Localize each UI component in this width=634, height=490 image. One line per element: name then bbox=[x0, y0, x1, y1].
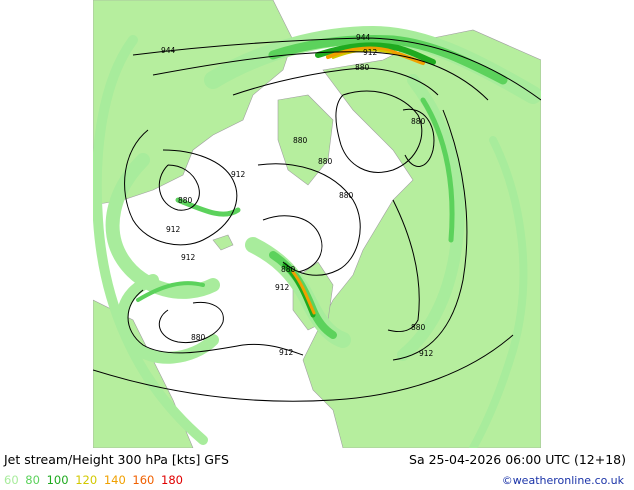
credit-link[interactable]: ©weatheronline.co.uk bbox=[501, 474, 624, 487]
contour-944 bbox=[132, 37, 541, 101]
jet-left-80 bbox=[175, 197, 241, 217]
contour-label: 912 bbox=[275, 283, 290, 292]
legend-item: 160 bbox=[132, 473, 155, 487]
jet-center-120 bbox=[291, 270, 316, 315]
legend-item: 80 bbox=[25, 473, 40, 487]
height-contours bbox=[93, 37, 541, 402]
legend-item: 180 bbox=[161, 473, 183, 487]
land-iceland bbox=[212, 234, 234, 251]
contour-912-right bbox=[392, 109, 468, 361]
contour-label: 944 bbox=[356, 33, 371, 42]
contour-label: 880 bbox=[191, 333, 206, 342]
contour-label: 880 bbox=[339, 191, 354, 200]
contour-880-rightloop bbox=[402, 108, 435, 167]
jet-lowerleft-80 bbox=[136, 281, 205, 302]
map-panel: 944 944 912 880 880 880 880 880 912 880 … bbox=[93, 0, 541, 448]
legend-item: 60 bbox=[4, 473, 19, 487]
land-greenland bbox=[277, 94, 334, 186]
jet-outer-right-60 bbox=[469, 136, 528, 448]
contour-label: 912 bbox=[181, 253, 196, 262]
contour-label: 880 bbox=[293, 136, 308, 145]
jet-bands bbox=[93, 26, 541, 448]
contour-880-lowerleft bbox=[158, 301, 224, 344]
contour-label: 912 bbox=[279, 348, 294, 357]
contour-label: 912 bbox=[166, 225, 181, 234]
contour-label: 880 bbox=[355, 63, 370, 72]
contour-880-left bbox=[158, 164, 200, 211]
jet-top-120 bbox=[332, 49, 392, 59]
contour-label: 912 bbox=[231, 170, 246, 179]
contour-912-top bbox=[152, 51, 489, 101]
contour-label: 880 bbox=[411, 323, 426, 332]
contour-912-left bbox=[124, 129, 238, 246]
speed-legend: 60 80 100 120 140 160 180 bbox=[4, 473, 186, 487]
jet-left-60 bbox=[105, 153, 220, 299]
map-caption-datetime: Sa 25-04-2026 06:00 UTC (12+18) bbox=[409, 452, 626, 467]
contour-label: 880 bbox=[281, 265, 296, 274]
jet-outer-60 bbox=[93, 35, 208, 445]
jet-right-60 bbox=[397, 74, 465, 361]
legend-item: 100 bbox=[46, 473, 69, 487]
contour-880-top bbox=[232, 67, 439, 96]
jet-stream-map: 944 944 912 880 880 880 880 880 912 880 … bbox=[93, 0, 541, 448]
contour-label: 944 bbox=[161, 46, 176, 55]
jet-right-80 bbox=[420, 97, 455, 243]
contour-label: 880 bbox=[178, 196, 193, 205]
contour-880-right bbox=[387, 199, 420, 333]
contour-labels: 944 944 912 880 880 880 880 880 912 880 … bbox=[161, 33, 434, 358]
contour-912-mid bbox=[257, 163, 361, 276]
contour-label: 912 bbox=[419, 349, 434, 358]
legend-item: 120 bbox=[75, 473, 98, 487]
jet-top-100 bbox=[315, 42, 436, 65]
contour-880-mid bbox=[262, 215, 323, 273]
jet-top-140 bbox=[326, 46, 425, 65]
contour-880-ring bbox=[335, 90, 423, 173]
map-caption-title: Jet stream/Height 300 hPa [kts] GFS bbox=[4, 452, 229, 467]
contour-label: 880 bbox=[411, 117, 426, 126]
contour-label: 912 bbox=[363, 48, 378, 57]
contour-912-lowerleft bbox=[127, 289, 304, 356]
contour-label: 880 bbox=[318, 157, 333, 166]
legend-item: 140 bbox=[103, 473, 126, 487]
contour-bottom bbox=[93, 334, 514, 402]
